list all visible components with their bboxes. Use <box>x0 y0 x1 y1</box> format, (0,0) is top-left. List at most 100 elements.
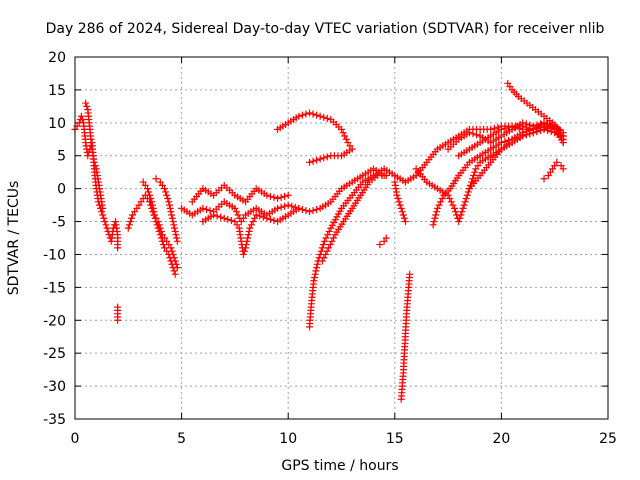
data-point-marker <box>164 195 172 203</box>
data-point-marker <box>245 227 253 235</box>
data-point-marker <box>83 102 91 110</box>
data-point-marker <box>470 171 478 179</box>
data-point-marker <box>256 212 264 220</box>
data-point-marker <box>522 131 530 139</box>
data-point-marker <box>249 218 257 226</box>
y-tick-label: -5 <box>52 215 66 231</box>
plot-frame <box>74 56 609 420</box>
data-point-marker <box>326 241 334 249</box>
data-point-marker <box>505 123 513 131</box>
data-point-marker <box>270 216 278 224</box>
data-point-marker <box>313 205 321 213</box>
data-point-marker <box>148 201 156 209</box>
data-point-marker <box>210 211 218 219</box>
data-point-marker <box>213 212 221 220</box>
data-point-marker <box>320 254 328 262</box>
data-point-marker <box>114 316 122 324</box>
data-point-marker <box>284 201 292 209</box>
data-point-marker <box>497 125 505 133</box>
data-point-marker <box>127 214 135 222</box>
data-point-marker <box>100 214 108 222</box>
data-point-marker <box>323 114 331 122</box>
data-point-marker <box>103 224 111 232</box>
data-point-marker <box>168 214 176 222</box>
data-point-marker <box>306 109 314 117</box>
data-point-marker <box>295 112 303 120</box>
data-point-marker <box>553 158 561 166</box>
data-point-marker <box>316 155 324 163</box>
data-point-marker <box>325 244 333 252</box>
series-arc-21 <box>465 122 567 193</box>
data-point-marker <box>460 201 468 209</box>
data-point-marker <box>224 215 232 223</box>
data-point-marker <box>168 211 176 219</box>
y-tick-labels: -35 -30 -25 -20 -15 -10 -5 0 5 10 15 20 <box>43 50 66 428</box>
data-point-marker <box>281 202 289 210</box>
data-point-marker <box>450 204 458 212</box>
data-point-marker <box>471 168 479 176</box>
data-point-marker <box>446 195 454 203</box>
data-point-marker <box>151 214 159 222</box>
data-point-marker <box>161 185 169 193</box>
data-point-marker <box>393 191 401 199</box>
data-point-marker <box>400 214 408 222</box>
data-point-marker <box>78 116 86 124</box>
data-point-marker <box>449 201 457 209</box>
data-point-marker <box>274 204 282 212</box>
data-point-marker <box>152 175 160 183</box>
data-point-marker <box>217 213 225 221</box>
series-arc-5 <box>139 178 179 278</box>
data-point-marker <box>167 257 175 265</box>
data-point-marker <box>320 113 328 121</box>
data-point-marker <box>382 171 390 179</box>
series-arc-10 <box>274 109 356 166</box>
y-tick-label: -25 <box>43 346 66 362</box>
chart-title: Day 286 of 2024, Sidereal Day-to-day VTE… <box>46 21 605 37</box>
series-arc-8 <box>188 181 292 206</box>
series-arc-11 <box>306 165 409 331</box>
data-point-marker <box>320 154 328 162</box>
data-point-marker <box>266 215 274 223</box>
x-tick-label: 15 <box>386 431 404 447</box>
data-point-marker <box>395 198 403 206</box>
data-point-marker <box>519 119 527 127</box>
data-point-marker <box>341 132 349 140</box>
data-point-marker <box>263 191 271 199</box>
data-point-marker <box>396 201 404 209</box>
data-point-marker <box>302 207 310 215</box>
data-point-marker <box>167 208 175 216</box>
x-tick-label: 25 <box>599 431 617 447</box>
data-point-marker <box>232 208 240 216</box>
y-tick-label: -10 <box>43 247 66 263</box>
data-point-marker <box>169 264 177 272</box>
data-point-marker <box>251 214 259 222</box>
y-tick-label: -30 <box>43 379 66 395</box>
data-point-marker <box>151 211 159 219</box>
x-tick-label: 10 <box>279 431 297 447</box>
data-point-marker <box>247 221 255 229</box>
data-point-marker <box>150 208 158 216</box>
data-point-marker <box>433 204 441 212</box>
y-tick-label: 15 <box>48 83 66 99</box>
data-point-marker <box>306 208 314 216</box>
y-tick-label: -15 <box>43 280 66 296</box>
data-point-marker <box>159 241 167 249</box>
data-point-marker <box>456 214 464 222</box>
x-tick-label: 20 <box>492 431 510 447</box>
data-point-marker <box>406 270 414 278</box>
data-point-marker <box>462 195 470 203</box>
data-point-marker <box>465 129 473 137</box>
data-point-marker <box>77 112 85 120</box>
data-point-marker <box>540 125 548 133</box>
data-point-marker <box>330 234 338 242</box>
data-point-marker <box>148 198 156 206</box>
data-point-marker <box>487 125 495 133</box>
data-point-marker <box>433 208 441 216</box>
data-point-marker <box>324 231 332 239</box>
data-point-marker <box>459 204 467 212</box>
data-point-marker <box>281 192 289 200</box>
data-point-marker <box>171 227 179 235</box>
series-arc-23 <box>540 158 567 183</box>
data-point-marker <box>401 218 409 226</box>
data-point-marker <box>153 221 161 229</box>
